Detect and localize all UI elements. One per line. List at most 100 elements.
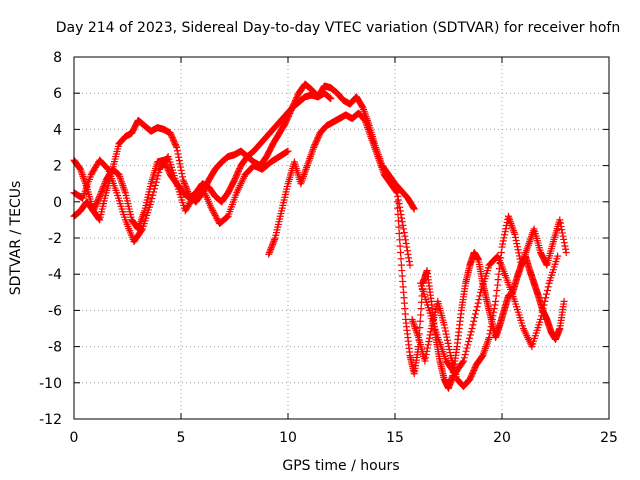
data-point-interp (502, 225, 510, 233)
data-point-interp (422, 354, 430, 362)
x-tick-label: 20 (493, 430, 511, 446)
data-point-interp (497, 248, 505, 256)
data-point-interp (464, 341, 472, 349)
data-point-interp (417, 305, 425, 313)
y-tick-label: -2 (48, 231, 62, 247)
data-point-interp (150, 185, 158, 193)
data-point (406, 261, 414, 269)
data-point-interp (476, 292, 484, 300)
data-point-interp (466, 331, 474, 339)
data-point-interp (397, 255, 405, 263)
data-point-interp (394, 204, 402, 212)
data-point-interp (486, 330, 494, 338)
data-point-interp (443, 336, 451, 344)
data-point (410, 205, 418, 213)
data-point-interp (268, 242, 276, 250)
data-point-interp (417, 311, 425, 319)
data-point-interp (100, 181, 108, 189)
data-point-interp (501, 231, 509, 239)
data-point-interp (491, 301, 499, 309)
data-point-interp (486, 326, 494, 334)
data-point-interp (396, 242, 404, 250)
data-point-interp (558, 226, 566, 234)
data-point-interp (494, 281, 502, 289)
data-point-interp (465, 338, 473, 346)
data-point-interp (513, 240, 521, 248)
data-point (498, 243, 506, 251)
data-point-interp (154, 172, 162, 180)
data-point-interp (423, 347, 431, 355)
data-point-interp (558, 229, 566, 237)
data-point-interp (138, 226, 146, 234)
data-point (284, 147, 292, 155)
y-tick-label: -10 (39, 376, 62, 392)
data-point-interp (445, 342, 453, 350)
x-tick-label: 0 (70, 430, 79, 446)
data-point-interp (210, 210, 218, 218)
series-trace-6 (408, 212, 570, 390)
data-point-interp (445, 345, 453, 353)
data-point-interp (460, 354, 468, 362)
data-point (485, 334, 493, 342)
data-point-interp (265, 249, 273, 257)
data-point-interp (541, 297, 549, 305)
data-point-interp (174, 150, 182, 158)
data-point-interp (472, 306, 480, 314)
data-point-interp (560, 235, 568, 243)
data-point-interp (403, 243, 411, 251)
data-point-interp (208, 205, 216, 213)
data-point-interp (462, 347, 470, 355)
axes: 0 5 10 15 20 25 -12 -10 -8 -6 -4 -2 0 2 4 6 8 (39, 50, 618, 446)
data-point-interp (542, 294, 550, 302)
data-point (265, 250, 273, 258)
data-point-interp (210, 208, 218, 216)
data-point-interp (489, 312, 497, 320)
data-point-interp (175, 157, 183, 165)
data-point-interp (151, 182, 159, 190)
data-point-interp (459, 358, 467, 366)
data-point-interp (511, 233, 519, 241)
data-point (179, 176, 187, 184)
data-point-interp (150, 188, 158, 196)
data-point-interp (465, 334, 473, 342)
data-point-interp (513, 243, 521, 251)
data-point-interp (446, 349, 454, 357)
data-point-interp (512, 237, 520, 245)
data-point (556, 216, 564, 224)
data-point-interp (425, 338, 433, 346)
y-tick-label: 4 (53, 122, 62, 138)
data-point-interp (463, 344, 471, 352)
data-point-interp (395, 229, 403, 237)
data-point-interp (488, 315, 496, 323)
data-point-interp (490, 305, 498, 313)
data-point-interp (96, 191, 104, 199)
chart-title: Day 214 of 2023, Sidereal Day-to-day VTE… (56, 20, 620, 36)
plot-frame (73, 56, 610, 420)
data-point (421, 357, 429, 365)
data-point-interp (99, 184, 107, 192)
data-point-interp (394, 196, 402, 204)
data-point-interp (410, 204, 418, 212)
data-point-interp (557, 222, 565, 230)
data-point-interp (222, 214, 230, 222)
data-point (562, 248, 570, 256)
y-tick-label: -12 (39, 412, 62, 428)
data-point (440, 321, 448, 329)
y-tick-label: 2 (53, 159, 62, 175)
data-point-interp (560, 239, 568, 247)
data-point-interp (400, 229, 408, 237)
data-point-interp (392, 188, 400, 196)
data-point-interp (467, 328, 475, 336)
data-point-interp (153, 175, 161, 183)
data-point (96, 192, 104, 200)
data-point-interp (172, 142, 180, 150)
data-point-interp (544, 283, 552, 291)
y-axis-label: SDTVAR / TECUs (8, 181, 24, 296)
data-point-interp (397, 248, 405, 256)
data-point-interp (266, 247, 274, 255)
data-point-interp (98, 186, 106, 194)
data-point-interp (180, 179, 188, 187)
data-point-interp (499, 237, 507, 245)
data-point (327, 95, 335, 103)
